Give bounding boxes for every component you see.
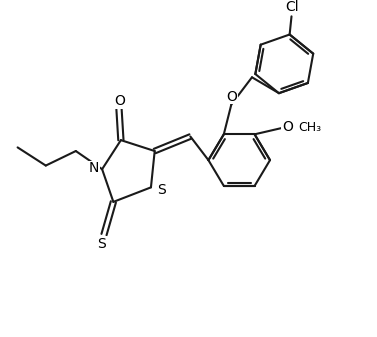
Text: O: O [227, 90, 238, 103]
Text: CH₃: CH₃ [299, 121, 322, 133]
Text: S: S [97, 237, 106, 251]
Text: O: O [115, 94, 126, 108]
Text: Cl: Cl [285, 0, 299, 14]
Text: O: O [282, 120, 293, 134]
Text: S: S [157, 183, 166, 197]
Text: N: N [89, 161, 99, 176]
